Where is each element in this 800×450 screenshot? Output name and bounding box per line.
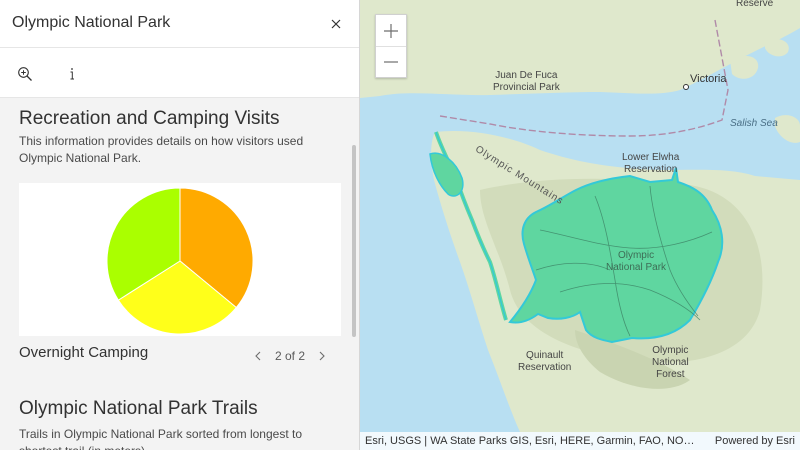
map-label-salish-sea: Salish Sea (730, 118, 778, 129)
pager-count: 2 of 2 (275, 349, 306, 363)
next-chart-button[interactable] (314, 349, 330, 363)
zoom-in-button[interactable] (376, 15, 406, 46)
map-label-victoria: Victoria (690, 73, 727, 85)
minus-icon (384, 61, 398, 63)
previous-chart-button[interactable] (250, 349, 266, 363)
map-view[interactable]: Reserve Juan De Fuca Provincial Park Vic… (360, 0, 800, 450)
pie-slice-3[interactable] (106, 187, 181, 301)
attribution-text[interactable]: Esri, USGS | WA State Parks GIS, Esri, H… (365, 435, 698, 447)
map-attribution: Esri, USGS | WA State Parks GIS, Esri, H… (360, 432, 800, 450)
close-button[interactable] (324, 12, 348, 36)
section-title-trails: Olympic National Park Trails (19, 398, 258, 419)
zoom-to-button[interactable] (13, 62, 37, 86)
map-label-lower-elwha: Lower Elwha Reservation (622, 152, 680, 175)
map-label-quinault: Quinault Reservation (518, 350, 572, 373)
plus-icon (384, 23, 398, 38)
info-button[interactable] (60, 62, 84, 86)
section-title-recreation: Recreation and Camping Visits (19, 108, 280, 129)
chart-caption: Overnight Camping (19, 344, 149, 361)
map-label-juan-de-fuca: Juan De Fuca Provincial Park (493, 70, 560, 93)
pie-chart-container (19, 183, 341, 336)
section-description-trails: Trails in Olympic National Park sorted f… (19, 427, 302, 450)
popup-toolbar (0, 48, 359, 98)
panel-scrollbar[interactable] (352, 145, 356, 337)
chevron-left-icon (255, 351, 261, 361)
map-label-park-name: Olympic National Park (606, 250, 667, 273)
chevron-right-icon (319, 351, 325, 361)
pie-slice-1[interactable] (179, 187, 254, 309)
media-pager: 2 of 2 (250, 349, 330, 363)
zoom-control (375, 14, 407, 78)
pie-chart (106, 187, 254, 335)
info-icon (70, 68, 74, 80)
zoom-in-magnifier-icon (18, 67, 32, 81)
popup-content: Recreation and Camping Visits This infor… (0, 98, 359, 450)
powered-by-esri-link[interactable]: Powered by Esri (714, 435, 795, 447)
zoom-out-button[interactable] (376, 46, 406, 77)
close-icon (331, 19, 341, 29)
pie-slice-2[interactable] (117, 260, 237, 335)
basemap (360, 0, 800, 450)
panel-title: Olympic National Park (12, 14, 171, 31)
map-label-forest: Olympic National Forest (652, 345, 689, 380)
panel-header: Olympic National Park (0, 0, 359, 48)
section-description-recreation: This information provides details on how… (19, 134, 304, 165)
feature-popup-panel: Olympic National Park Recreation and Cam… (0, 0, 360, 450)
map-label-reserve: Reserve (736, 0, 774, 9)
